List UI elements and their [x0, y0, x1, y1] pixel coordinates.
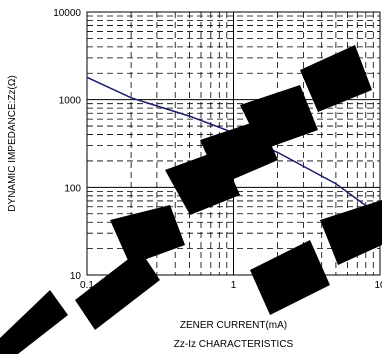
- y-axis-label: DYNAMIC IMPEDANCE:Zz(Ω): [7, 75, 18, 211]
- y-tick-label: 10: [70, 271, 82, 282]
- plot-frame: [86, 11, 381, 276]
- y-tick-label: 10000: [53, 8, 81, 19]
- watermark-stroke-7: [300, 45, 372, 112]
- x-tick-label: 0.1: [80, 280, 94, 291]
- x-tick-label: 1: [231, 280, 237, 291]
- y-tick-label: 1000: [59, 96, 82, 107]
- y-tick-labels: 10 100 1000 10000: [53, 8, 81, 282]
- watermark-stroke-3: [110, 205, 185, 265]
- x-tick-labels: 0.1 1 10: [80, 280, 382, 291]
- chart-caption: Zz-Iz CHARACTERISTICS: [174, 339, 294, 350]
- watermark-stroke-1: [0, 290, 68, 354]
- x-tick-label: 10: [374, 280, 382, 291]
- watermark-stroke-6: [240, 85, 318, 150]
- watermark-stroke-2: [75, 250, 160, 330]
- y-tick-label: 100: [64, 183, 81, 194]
- x-axis-label: ZENER CURRENT(mA): [180, 320, 287, 331]
- watermark-stroke-8: [250, 240, 330, 315]
- watermark-stroke-9: [320, 200, 382, 265]
- watermark-not-recommended: [0, 45, 382, 354]
